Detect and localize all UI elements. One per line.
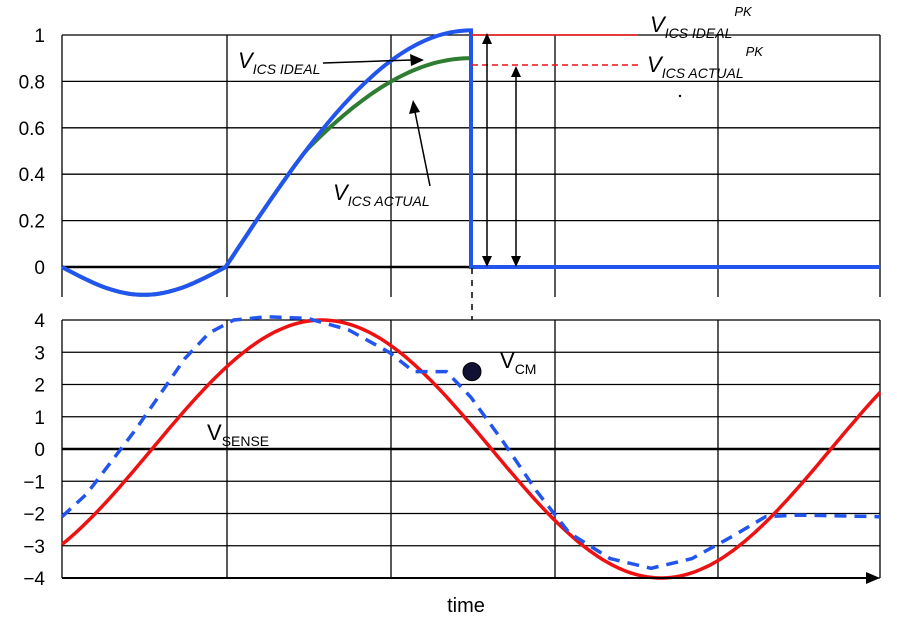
actual-label: VICS ACTUAL: [333, 180, 430, 209]
actual-label-pointer: [414, 111, 431, 187]
series-vsense-line: [60, 318, 882, 580]
bottom-y-tick-label: 0: [34, 440, 45, 461]
bottom-y-tick-label: −3: [23, 537, 45, 558]
actual-pk-label: VICS ACTUALPK: [647, 44, 764, 81]
bottom-series: [60, 315, 882, 580]
bottom-y-tick-label: 4: [34, 311, 45, 332]
top-annotations: VICS IDEAL VICS ACTUAL VICS IDEALPK VICS…: [238, 4, 764, 267]
top-panel: 0 0.2 0.4 0.6 0.8 1 VICS IDEAL VICS ACTUAL: [19, 4, 881, 297]
bottom-y-tick-label: −1: [23, 472, 45, 493]
top-y-tick-label: 0.8: [19, 72, 45, 93]
ideal-label: VICS IDEAL: [238, 48, 320, 77]
ideal-label-arrowhead: [410, 54, 424, 66]
ideal-pk-arrow-down: [482, 256, 492, 267]
bottom-annotations: VCM VSENSE time: [62, 348, 880, 617]
vsense-label: VSENSE: [207, 420, 269, 449]
ideal-pk-arrow-up: [482, 33, 492, 44]
vcm-point: [462, 362, 482, 382]
series-actual-line: [61, 56, 472, 297]
actual-label-arrowhead: [409, 100, 420, 114]
bottom-panel: −4 −3 −2 −1 0 1 2 3 4 VCM VSENSE time: [23, 311, 882, 617]
top-y-tick-label: 1: [34, 26, 45, 47]
bottom-y-tick-labels: −4 −3 −2 −1 0 1 2 3 4: [23, 311, 45, 590]
series-ideal-line: [61, 28, 880, 297]
time-axis-arrowhead: [866, 572, 880, 584]
ideal-pk-label: VICS IDEALPK: [650, 4, 753, 41]
top-series: [61, 28, 880, 297]
actual-pk-arrow-up: [511, 66, 521, 77]
bottom-grid: [61, 319, 881, 579]
top-y-tick-label: 0.6: [19, 119, 45, 140]
stray-dot: [678, 94, 682, 98]
vcm-label: VCM: [500, 348, 536, 377]
bottom-y-tick-label: 1: [34, 408, 45, 429]
ideal-label-pointer: [322, 59, 413, 64]
top-y-tick-label: 0.2: [19, 212, 45, 233]
bottom-y-tick-label: 2: [34, 376, 45, 397]
bottom-y-tick-label: −2: [23, 505, 45, 526]
series-dashed-line: [60, 315, 881, 571]
actual-pk-arrow-down: [511, 256, 521, 267]
bottom-y-tick-label: 3: [34, 343, 45, 364]
bottom-y-tick-label: −4: [23, 569, 45, 590]
top-y-tick-labels: 0 0.2 0.4 0.6 0.8 1: [19, 26, 46, 279]
x-axis-label: time: [447, 595, 485, 617]
top-y-tick-label: 0: [34, 258, 45, 279]
top-y-tick-label: 0.4: [19, 165, 46, 186]
